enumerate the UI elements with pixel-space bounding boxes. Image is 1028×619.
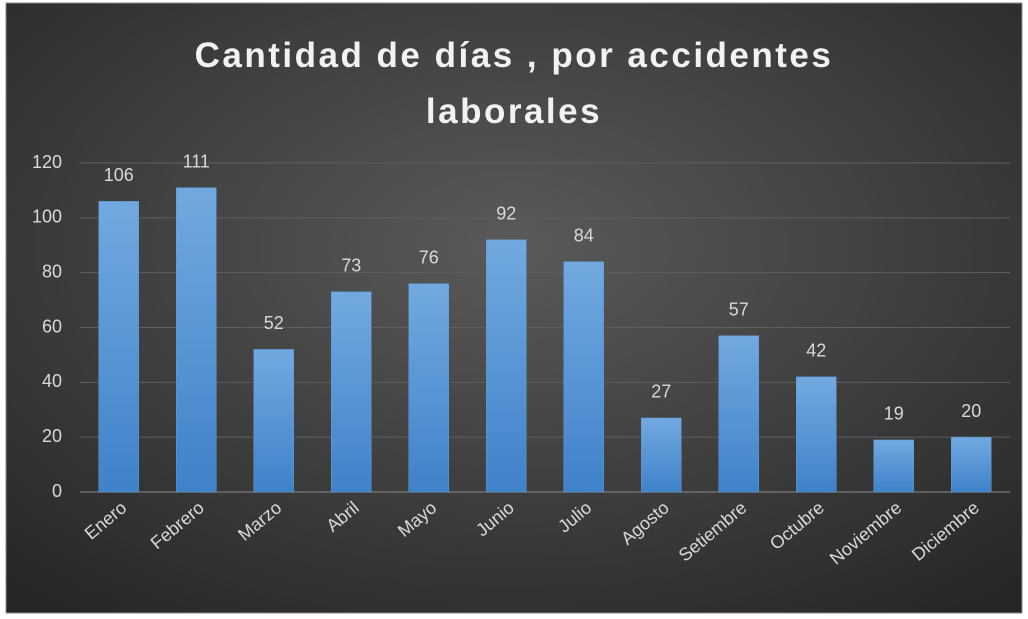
bar [873,439,914,493]
data-label: 27 [651,382,671,402]
bar [331,291,372,493]
data-label: 106 [104,165,134,185]
data-label: 20 [961,401,981,421]
bar [98,201,139,493]
bar [176,187,217,493]
y-tick-label: 120 [32,152,62,172]
y-tick-label: 100 [32,207,62,227]
y-tick-label: 20 [42,426,62,446]
data-label: 42 [806,341,826,361]
bar [253,349,294,493]
bar [718,335,759,493]
bar [641,417,682,493]
y-tick-label: 60 [42,316,62,336]
y-tick-label: 40 [42,371,62,391]
data-label: 73 [341,256,361,276]
y-tick-label: 0 [52,481,62,501]
bar [563,261,604,493]
data-label: 19 [884,404,904,424]
chart-title: Cantidad de días , por accidentes labora… [194,36,834,131]
y-tick-label: 80 [42,261,62,281]
bar [951,436,992,493]
data-label: 84 [574,225,594,245]
bar [486,239,527,493]
data-label: 57 [729,299,749,319]
bar [408,283,449,493]
bar [796,376,837,493]
data-label: 52 [264,313,284,333]
data-label: 92 [496,204,516,224]
data-label: 76 [419,247,439,267]
data-label: 111 [183,151,210,171]
